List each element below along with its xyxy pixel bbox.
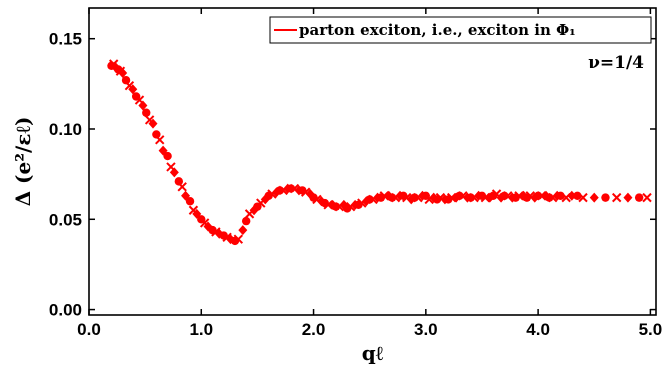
data-point xyxy=(174,177,184,186)
data-point xyxy=(241,216,251,226)
data-point-stroke xyxy=(312,194,322,205)
y-tick-label: 0.15 xyxy=(49,30,82,49)
data-point-stroke xyxy=(233,234,244,244)
data-point-stroke xyxy=(222,232,232,243)
data-point-stroke xyxy=(177,182,187,192)
data-point-stroke xyxy=(289,183,300,194)
data-point xyxy=(589,192,599,203)
data-point-stroke xyxy=(642,192,652,203)
plot-background xyxy=(89,8,656,315)
x-tick-label: 0.0 xyxy=(77,320,101,339)
y-tick-label: 0.10 xyxy=(49,120,82,139)
data-point xyxy=(169,167,179,178)
data-point xyxy=(238,225,248,236)
data-point-stroke xyxy=(124,80,135,91)
data-point xyxy=(601,193,610,202)
data-point xyxy=(233,234,244,244)
data-point xyxy=(225,234,235,245)
y-axis-label: Δ (e²/εℓ) xyxy=(11,117,35,207)
data-point xyxy=(185,197,195,206)
data-point-stroke xyxy=(402,192,412,203)
data-point-stroke xyxy=(458,191,468,201)
data-point xyxy=(118,68,128,79)
data-point-stroke xyxy=(611,192,622,203)
y-tick-label: 0.00 xyxy=(49,301,82,320)
data-points xyxy=(107,59,652,246)
legend: parton exciton, i.e., exciton in Φ₁ xyxy=(269,16,652,44)
x-tick-label: 4.0 xyxy=(526,320,550,339)
y-tick-label: 0.05 xyxy=(49,210,82,229)
data-point xyxy=(152,130,161,139)
data-point xyxy=(163,151,172,161)
data-point-stroke xyxy=(108,59,119,69)
data-point xyxy=(138,100,148,111)
data-point xyxy=(611,192,622,203)
x-tick-label: 5.0 xyxy=(639,320,662,339)
data-point-stroke xyxy=(578,192,588,203)
x-tick-label: 2.0 xyxy=(302,320,326,339)
data-point-stroke xyxy=(155,135,165,145)
data-point-stroke xyxy=(503,191,513,201)
data-point xyxy=(148,118,158,129)
data-point xyxy=(642,192,652,203)
data-point xyxy=(634,193,644,202)
data-point xyxy=(128,84,138,95)
data-point-stroke xyxy=(491,189,502,199)
data-point xyxy=(142,108,151,117)
axes xyxy=(88,7,657,316)
data-point xyxy=(155,135,165,145)
data-point-stroke xyxy=(134,95,145,105)
data-point-stroke xyxy=(188,205,199,215)
x-tick-label: 1.0 xyxy=(189,320,213,339)
data-point-stroke xyxy=(166,162,176,172)
legend-box xyxy=(269,16,652,44)
plot-frame xyxy=(88,7,657,316)
legend-label: parton exciton, i.e., exciton in Φ₁ xyxy=(299,21,576,39)
data-point-stroke xyxy=(211,227,221,237)
data-point-stroke xyxy=(144,115,155,125)
data-point xyxy=(578,192,588,203)
data-point xyxy=(177,182,187,192)
data-point-stroke xyxy=(525,191,535,201)
x-tick-label: 3.0 xyxy=(414,320,438,339)
tick-labels: 0.0 1.0 2.0 3.0 4.0 5.0 0.00 0.05 0.10 0.15 xyxy=(49,30,662,339)
data-point-stroke xyxy=(435,192,446,203)
data-point xyxy=(121,76,131,85)
data-point xyxy=(623,192,633,203)
data-point-stroke xyxy=(300,187,311,197)
filling-fraction-annotation: ν=1/4 xyxy=(588,53,644,73)
data-point-stroke xyxy=(199,218,210,228)
x-axis-label: qℓ xyxy=(362,341,384,365)
